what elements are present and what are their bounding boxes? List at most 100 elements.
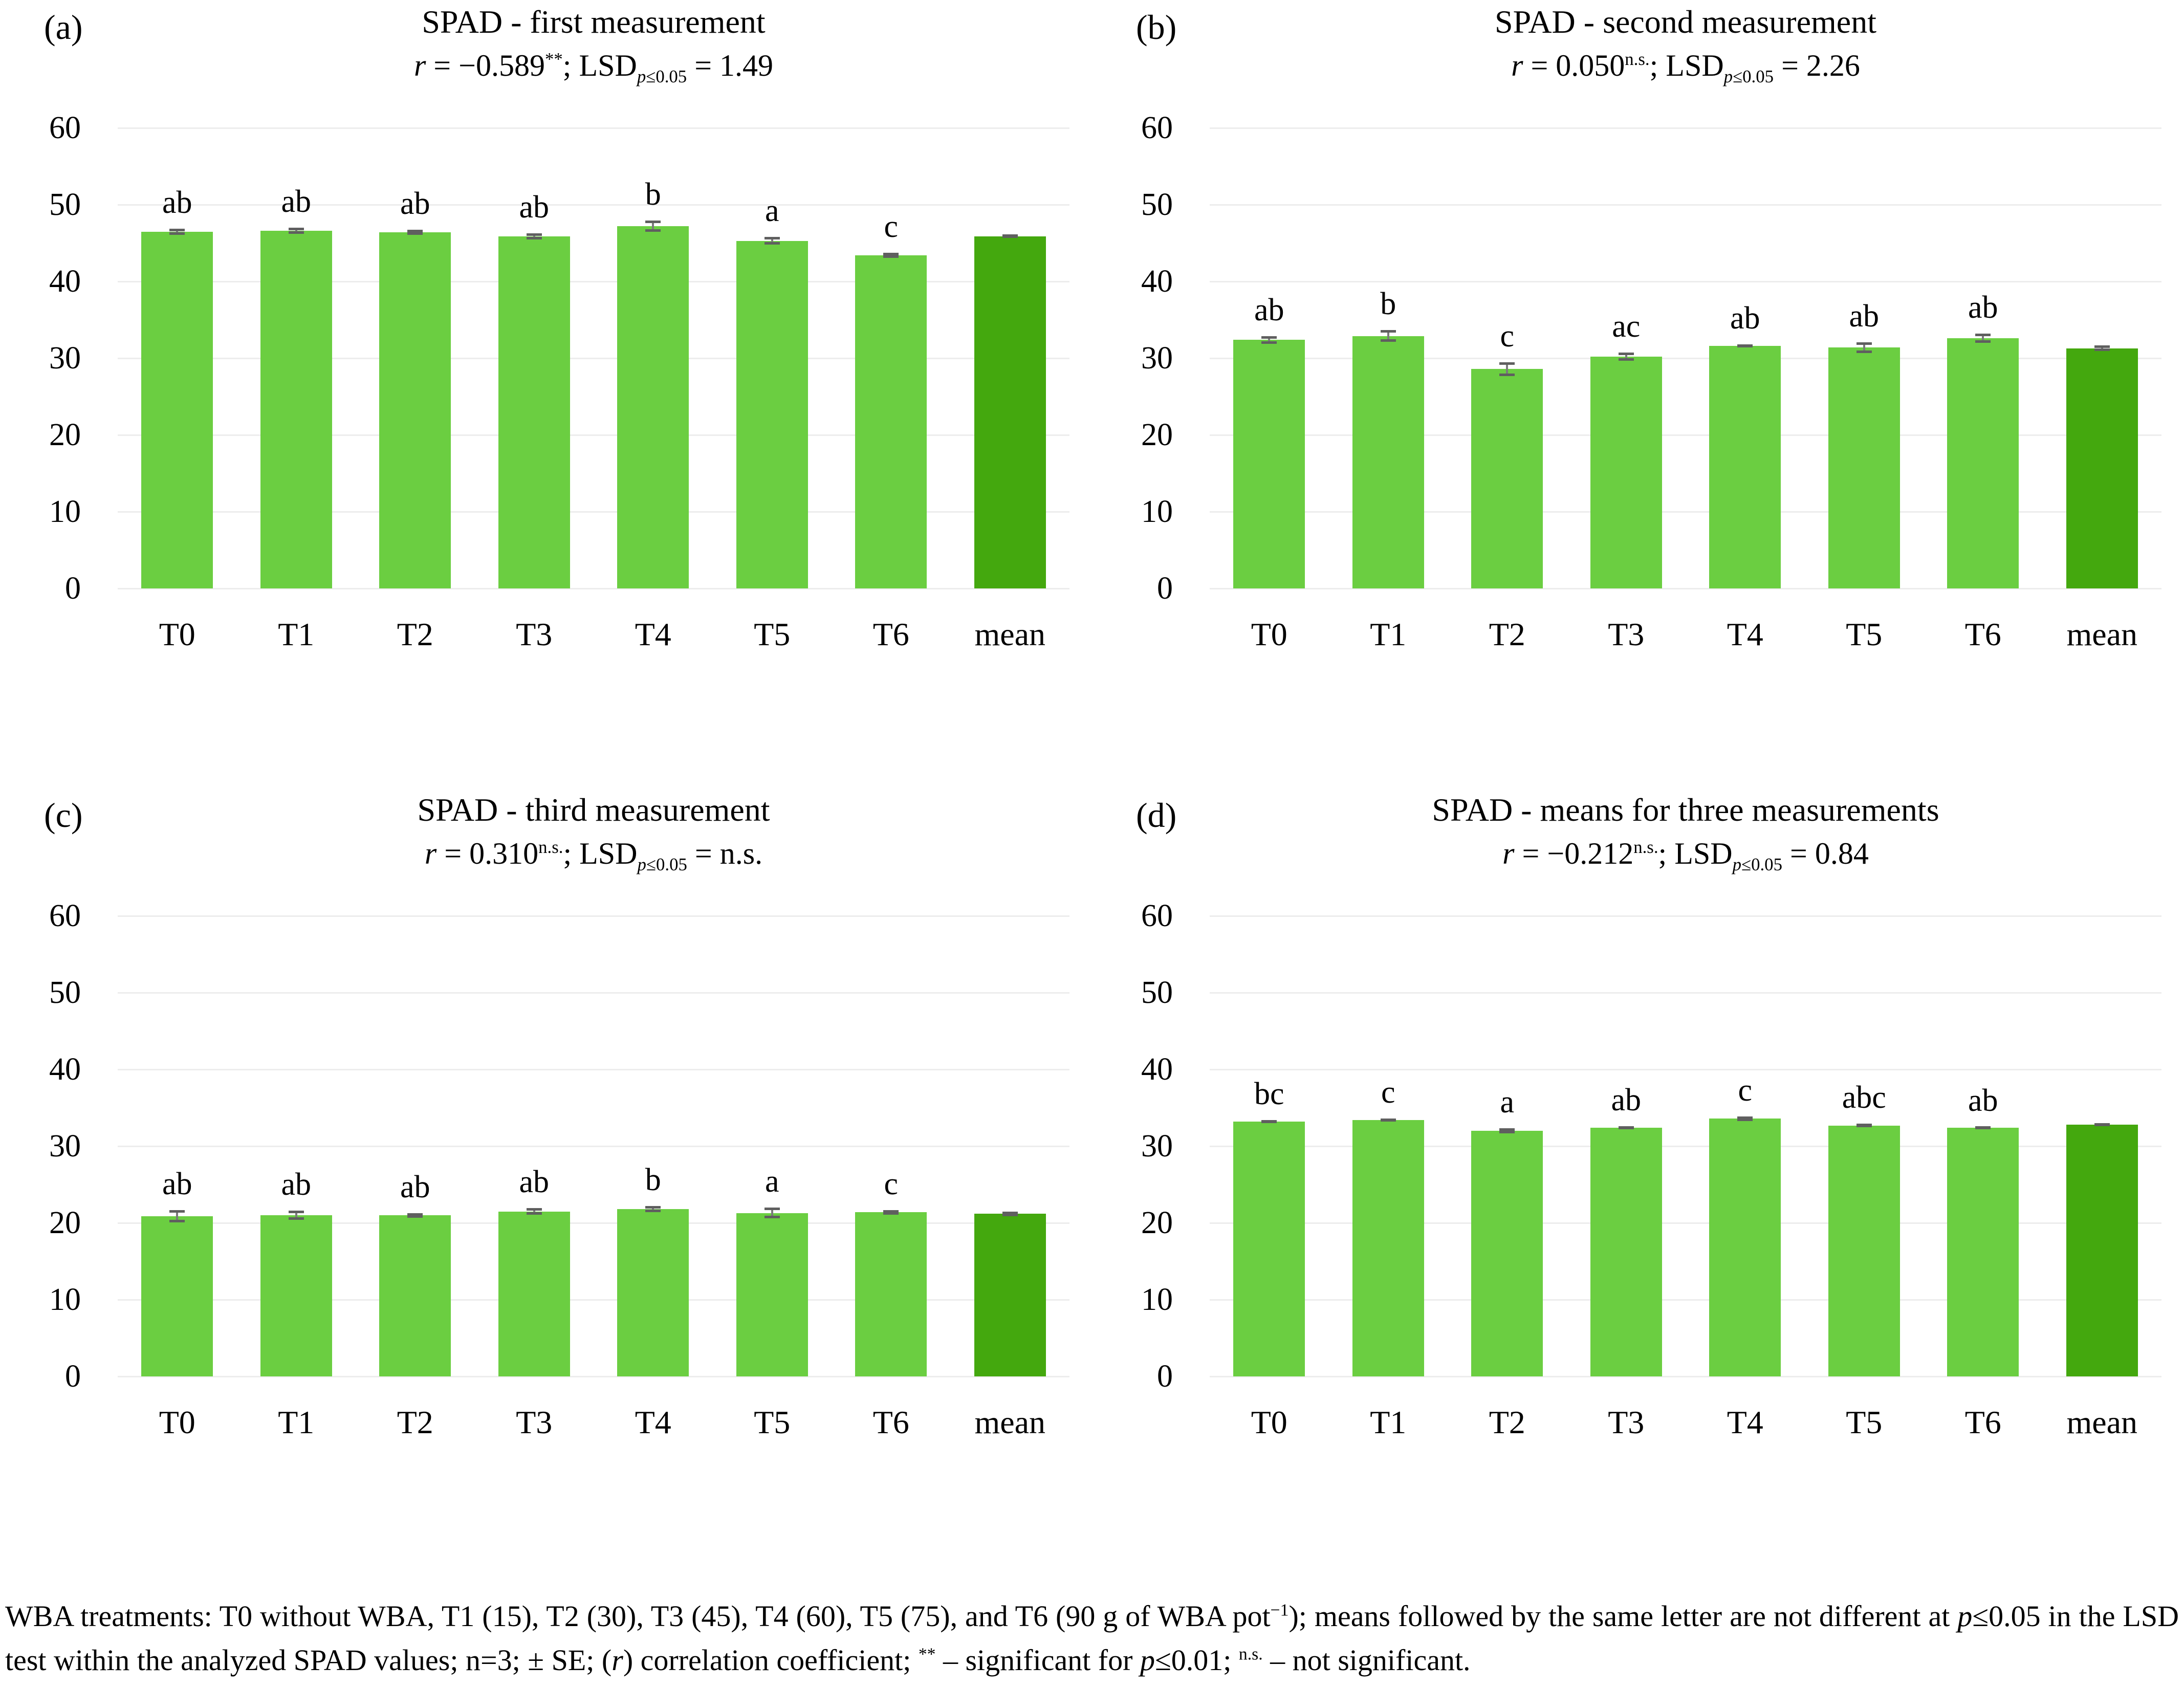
x-category-label: T2 — [397, 1404, 433, 1440]
footnote-part: r — [611, 1643, 623, 1677]
error-bar-cap-bottom — [883, 1212, 899, 1215]
bar-mean — [2066, 1125, 2138, 1376]
significance-letter: c — [884, 209, 899, 244]
error-bar — [1618, 1126, 1634, 1129]
error-bar-stem — [414, 229, 417, 235]
gridline — [1210, 1222, 2161, 1224]
error-bar — [1975, 1126, 1991, 1129]
x-category-label: T0 — [159, 1404, 195, 1440]
error-bar-stem — [2101, 345, 2103, 351]
bar-T5 — [736, 240, 808, 588]
bar-T0 — [1233, 1122, 1305, 1376]
significance-letter: b — [645, 1163, 661, 1197]
error-bar-cap-bottom — [1002, 1213, 1018, 1216]
error-bar-cap-bottom — [1975, 340, 1991, 343]
significance-letter: c — [1738, 1072, 1753, 1108]
y-tick-label: 10 — [49, 1282, 81, 1317]
y-tick-label: 50 — [49, 187, 81, 222]
error-bar-cap-top — [526, 1208, 542, 1211]
error-bar-cap-top — [1261, 336, 1277, 339]
y-tick-label: 60 — [49, 111, 81, 145]
y-tick-label: 30 — [1141, 1129, 1173, 1164]
error-bar-cap-bottom — [1856, 1125, 1872, 1128]
error-bar-cap-bottom — [526, 1212, 542, 1215]
y-tick-label: 40 — [1141, 264, 1173, 299]
bar-mean — [974, 236, 1046, 588]
gridline — [1210, 204, 2161, 206]
error-bar — [645, 1206, 661, 1212]
error-bar — [1002, 1211, 1018, 1216]
gridline — [1210, 127, 2161, 129]
gridline — [1210, 1068, 2161, 1070]
error-bar-cap-top — [1499, 362, 1515, 365]
error-bar-cap-bottom — [1737, 1118, 1753, 1121]
error-bar-stem — [176, 1210, 179, 1222]
error-bar — [407, 1213, 423, 1218]
error-bar — [2094, 345, 2110, 351]
error-bar-cap-bottom — [1002, 235, 1018, 238]
x-category-label: T4 — [635, 616, 671, 652]
panel-label: (c) — [44, 796, 83, 835]
error-bar-stem — [1625, 352, 1627, 361]
error-bar-stem — [771, 237, 773, 245]
footnote-part: p — [1140, 1643, 1155, 1677]
x-category-label: T4 — [635, 1404, 671, 1440]
plot-area: ab T0 b T1 c T2 ac T3 ab T4 ab T5 ab T6 mean — [1210, 127, 2161, 651]
error-bar-cap-bottom — [2094, 1123, 2110, 1126]
chart-subtitle: r = −0.589**; LSDp≤0.05 = 1.49 — [118, 47, 1069, 85]
significance-letter: ac — [1612, 309, 1641, 344]
error-bar-cap-bottom — [288, 1217, 304, 1220]
gridline — [118, 1375, 1069, 1377]
chart-subtitle-part: n.s. — [1625, 49, 1650, 69]
panel-label: (d) — [1136, 796, 1177, 835]
gridline — [118, 1145, 1069, 1147]
y-tick-label: 60 — [1141, 898, 1173, 933]
error-bar-cap-bottom — [2094, 348, 2110, 351]
chart-subtitle-part: = 0.84 — [1782, 837, 1869, 870]
error-bar-cap-bottom — [1380, 1119, 1396, 1122]
x-category-label: mean — [2066, 1404, 2138, 1440]
bar-T1 — [1352, 336, 1424, 588]
chart-subtitle-part: ; LSD — [1649, 49, 1724, 82]
significance-letter: ab — [1254, 292, 1284, 327]
error-bar-cap-bottom — [1261, 341, 1277, 344]
chart-title: SPAD - second measurement — [1495, 4, 1876, 40]
footnote-part: n.s. — [1238, 1645, 1263, 1664]
gridline — [1210, 587, 2161, 589]
x-category-label: T4 — [1727, 1404, 1763, 1440]
significance-letter: c — [1381, 1075, 1395, 1110]
y-tick-label: 0 — [65, 1359, 81, 1394]
y-tick-label: 20 — [1141, 418, 1173, 452]
error-bar-stem — [1506, 1128, 1509, 1134]
gridline — [118, 587, 1069, 589]
error-bar-stem — [652, 1206, 654, 1212]
error-bar — [169, 1210, 185, 1222]
plot-area: bc T0 c T1 a T2 ab T3 c T4 abc T5 ab T6 mean — [1210, 915, 2161, 1439]
y-tick-label: 50 — [49, 975, 81, 1010]
chart-subtitle: r = 0.310n.s.; LSDp≤0.05 = n.s. — [118, 835, 1069, 873]
x-category-label: T3 — [516, 616, 553, 652]
gridline — [1210, 357, 2161, 359]
y-tick-label: 0 — [65, 571, 81, 606]
error-bar-stem — [652, 220, 654, 232]
y-tick-label: 50 — [1141, 975, 1173, 1010]
gridline — [118, 357, 1069, 359]
gridline — [118, 204, 1069, 206]
error-bar-cap-bottom — [645, 229, 661, 232]
error-bar-cap-top — [883, 252, 899, 255]
significance-letter: ab — [519, 189, 550, 225]
chart-subtitle-part: n.s. — [538, 837, 563, 857]
error-bar — [526, 1208, 542, 1215]
gridline — [1210, 1375, 2161, 1377]
x-category-label: T4 — [1727, 616, 1763, 652]
y-tick-label: 40 — [49, 264, 81, 299]
error-bar-stem — [771, 1208, 773, 1218]
x-category-label: T0 — [159, 616, 195, 652]
error-bar — [169, 228, 185, 235]
bar-T2 — [1471, 1131, 1543, 1376]
significance-letter: ab — [519, 1164, 550, 1199]
error-bar-cap-bottom — [764, 1216, 780, 1218]
error-bar-cap-top — [169, 228, 185, 231]
y-tick-label: 40 — [49, 1052, 81, 1087]
gridline — [1210, 1145, 2161, 1147]
